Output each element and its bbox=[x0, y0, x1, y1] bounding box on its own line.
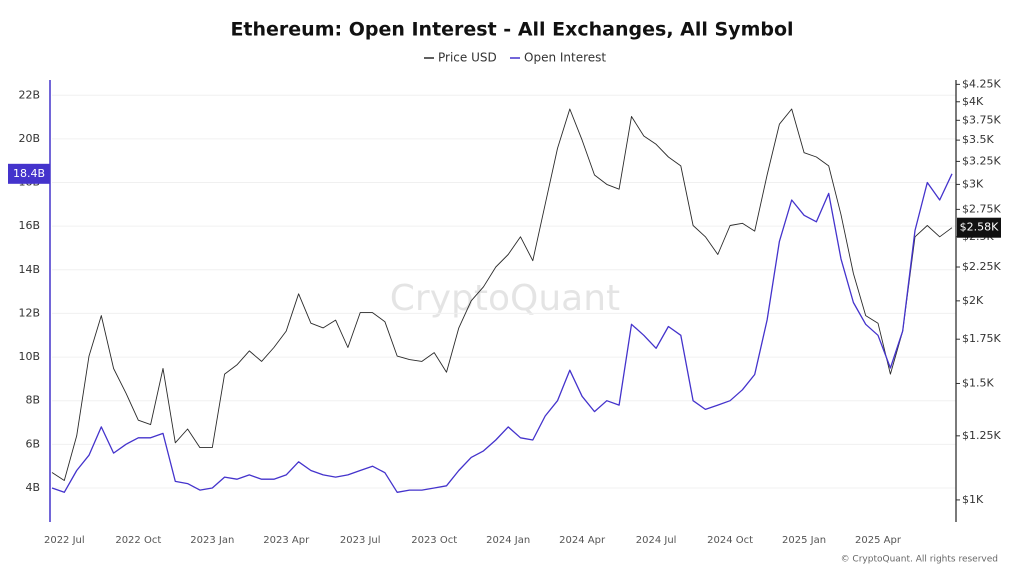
x-tick-label: 2025 Jan bbox=[782, 535, 826, 546]
x-tick-label: 2022 Jul bbox=[44, 535, 85, 546]
x-tick-label: 2024 Apr bbox=[559, 535, 606, 546]
end-badge bbox=[8, 163, 50, 184]
y-tick-label: 6B bbox=[25, 437, 40, 450]
x-tick-label: 2023 Jan bbox=[190, 535, 234, 546]
legend-label: Open Interest bbox=[524, 51, 606, 65]
end-badge-label: 18.4B bbox=[13, 167, 45, 180]
y-tick-label: 22B bbox=[18, 88, 40, 101]
series-line bbox=[51, 108, 953, 481]
chart-title: Ethereum: Open Interest - All Exchanges,… bbox=[230, 19, 793, 41]
y-tick-label: 8B bbox=[25, 394, 40, 407]
x-tick-label: 2023 Apr bbox=[263, 535, 310, 546]
y2-tick-label: $3.75K bbox=[962, 113, 1001, 126]
x-tick-label: 2024 Oct bbox=[707, 535, 753, 546]
end-badge bbox=[957, 217, 1001, 238]
y2-tick-label: $1K bbox=[962, 493, 984, 506]
end-badge-label: $2.58K bbox=[960, 221, 999, 234]
y-tick-label: 16B bbox=[18, 219, 40, 232]
y-tick-label: 20B bbox=[18, 132, 40, 145]
y-tick-label: 12B bbox=[18, 306, 40, 319]
legend-item: Open Interest bbox=[510, 51, 606, 65]
legend-item: Price USD bbox=[424, 51, 497, 65]
x-tick-label: 2024 Jul bbox=[636, 535, 677, 546]
y-tick-label: 10B bbox=[18, 350, 40, 363]
y2-tick-label: $4K bbox=[962, 95, 984, 108]
y2-tick-label: $3K bbox=[962, 177, 984, 190]
x-tick-label: 2024 Jan bbox=[486, 535, 530, 546]
legend-label: Price USD bbox=[438, 51, 497, 65]
y-tick-label: 14B bbox=[18, 263, 40, 276]
y2-tick-label: $1.75K bbox=[962, 332, 1001, 345]
x-tick-label: 2022 Oct bbox=[115, 535, 161, 546]
y2-tick-label: $2.25K bbox=[962, 260, 1001, 273]
y2-tick-label: $3.25K bbox=[962, 154, 1001, 167]
y2-tick-label: $2.75K bbox=[962, 202, 1001, 215]
y2-tick-label: $1.5K bbox=[962, 376, 994, 389]
watermark: CryptoQuant bbox=[390, 278, 620, 319]
series-line bbox=[51, 173, 953, 493]
footer: © CryptoQuant. All rights reserved bbox=[841, 555, 998, 565]
y2-tick-label: $3.5K bbox=[962, 133, 994, 146]
y-tick-label: 4B bbox=[25, 481, 40, 494]
x-tick-label: 2023 Oct bbox=[411, 535, 457, 546]
x-tick-label: 2023 Jul bbox=[340, 535, 381, 546]
x-tick-label: 2025 Apr bbox=[855, 535, 902, 546]
y2-tick-label: $4.25K bbox=[962, 77, 1001, 90]
y2-tick-label: $1.25K bbox=[962, 429, 1001, 442]
y2-tick-label: $2K bbox=[962, 294, 984, 307]
